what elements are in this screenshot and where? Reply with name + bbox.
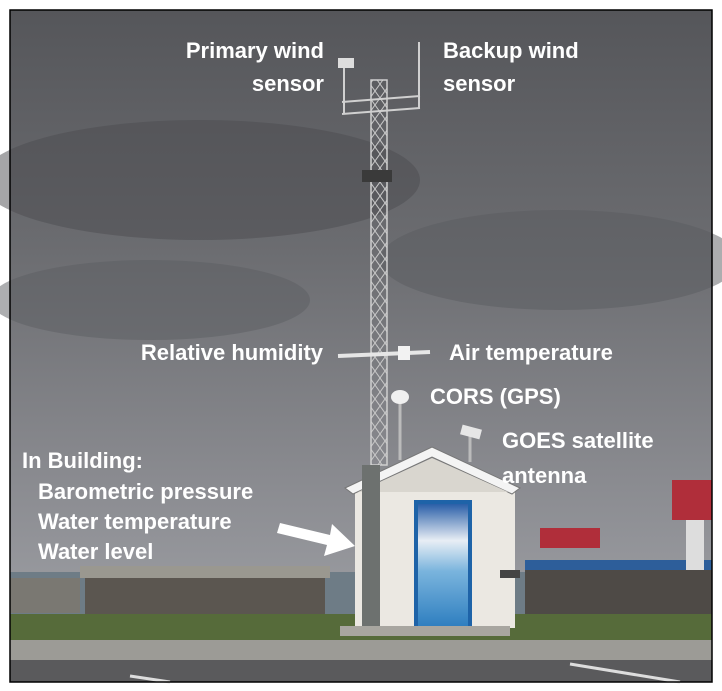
sensor-arm: [337, 350, 431, 358]
door: [418, 504, 468, 626]
label: Air temperature: [449, 340, 613, 365]
red-roof: [672, 480, 712, 520]
label: Relative humidity: [141, 340, 324, 365]
pier: [85, 578, 325, 616]
lot-line: [129, 674, 171, 684]
gps-antenna: [391, 390, 409, 404]
crossarm: [341, 107, 421, 115]
arrow: [277, 523, 355, 556]
dock-rail: [525, 560, 712, 570]
parking-lot: [10, 660, 712, 682]
label: GOES satellite: [502, 428, 654, 453]
dock: [525, 570, 712, 620]
label: Water level: [38, 539, 153, 564]
kiosk-roof: [540, 528, 600, 548]
gable: [358, 458, 508, 492]
frame: [9, 9, 713, 683]
label: Backup wind: [443, 38, 579, 63]
cloud: [0, 120, 420, 240]
label: Primary wind: [186, 38, 324, 63]
tower: [370, 79, 388, 466]
cloud: [0, 260, 310, 340]
label: In Building:: [22, 448, 143, 473]
cloud: [380, 210, 722, 310]
crossarm: [341, 95, 421, 103]
label: sensor: [252, 71, 325, 96]
foundation: [340, 626, 510, 636]
pier-top: [80, 566, 330, 578]
label: CORS (GPS): [430, 384, 561, 409]
label: sensor: [443, 71, 516, 96]
gray-pole: [362, 465, 380, 630]
wind-sensor: [338, 58, 354, 68]
goes-antenna: [460, 424, 482, 440]
label: Water temperature: [38, 509, 232, 534]
lot-line: [569, 662, 681, 684]
label: Barometric pressure: [38, 479, 253, 504]
temp-sensor: [398, 346, 410, 360]
tower-bracket: [362, 170, 392, 182]
sign: [500, 570, 520, 578]
sidewalk: [10, 640, 712, 660]
label: antenna: [502, 463, 587, 488]
post: [686, 520, 704, 570]
wall: [10, 578, 80, 613]
